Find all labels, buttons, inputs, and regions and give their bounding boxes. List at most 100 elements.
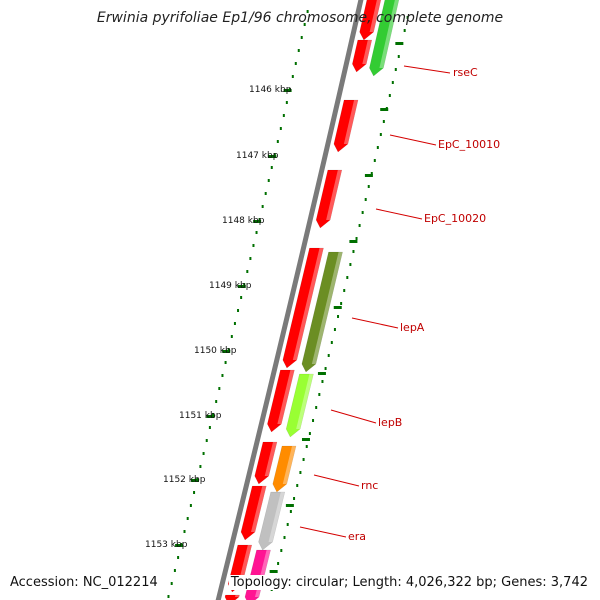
kbp-tick — [253, 220, 262, 223]
ruler-dot — [173, 569, 176, 572]
gene-label-lepa: lepA — [400, 321, 425, 334]
ruler-dot — [233, 322, 236, 325]
ruler-dot — [303, 23, 306, 26]
leader-line — [403, 65, 451, 74]
kbp-tick — [190, 479, 199, 482]
kbp-tick — [222, 350, 231, 353]
inner-dot — [296, 484, 299, 487]
chromosome-backbone — [215, 0, 364, 600]
inner-tick — [395, 42, 404, 45]
kbp-tick — [283, 89, 292, 92]
ruler-dot — [193, 491, 196, 494]
inner-dot — [318, 393, 321, 396]
gene-label-lepb: lepB — [378, 416, 402, 429]
inner-tick — [364, 174, 373, 177]
gene-labels: rseC EpC_10010 EpC_10020 lepA lepB rnc e… — [348, 66, 500, 543]
ruler-dot — [212, 413, 215, 416]
inner-dot — [305, 445, 308, 448]
inner-tick — [317, 372, 326, 375]
inner-dot — [343, 289, 346, 292]
ruler-dot — [306, 10, 309, 13]
ruler-dot — [270, 166, 273, 169]
gene-label-epc-10020: EpC_10020 — [424, 212, 486, 225]
ruler-dot — [170, 582, 173, 585]
inner-dot — [355, 237, 358, 240]
ruler-dot — [249, 257, 252, 260]
inner-tick — [333, 306, 342, 309]
inner-dot — [361, 211, 364, 214]
gene-arrow-highlight — [251, 486, 267, 532]
ruler-dot — [264, 192, 267, 195]
ruler-dot — [237, 309, 240, 312]
gene-arrow-highlight — [296, 374, 314, 429]
ruler-dot — [221, 374, 224, 377]
ruler-dot — [282, 114, 285, 117]
gene-arrow-highlight — [369, 0, 381, 32]
gene-arrow-highlight — [282, 446, 297, 484]
gene-arrow-highlight — [326, 170, 342, 220]
leader-line — [313, 474, 360, 487]
inner-dot — [308, 432, 311, 435]
ruler-dot — [224, 361, 227, 364]
gene-arrow-highlight — [379, 0, 399, 68]
ruler-dot — [294, 62, 297, 65]
kbp-tick — [206, 415, 215, 418]
inner-dot — [352, 250, 355, 253]
ruler-dot — [227, 348, 230, 351]
kbp-label: 1150 kbp — [194, 346, 237, 356]
ruler-dot — [267, 179, 270, 182]
inner-tick — [269, 570, 278, 573]
kbp-label: 1153 kbp — [145, 540, 188, 550]
inner-dot — [324, 367, 327, 370]
inner-dot — [340, 302, 343, 305]
inner-dot — [364, 198, 367, 201]
ruler-dot — [189, 504, 192, 507]
inner-dot — [349, 263, 352, 266]
gene-arrow — [282, 247, 324, 369]
ruler-dot — [183, 530, 186, 533]
kbp-label: 1146 kbp — [249, 85, 292, 95]
gene-arrow — [301, 251, 343, 373]
label-leaders — [299, 65, 451, 538]
inner-dot — [391, 81, 394, 84]
ruler-dot — [261, 205, 264, 208]
ruler-dot — [246, 270, 249, 273]
leader-line — [299, 526, 347, 538]
gene-arrow — [267, 369, 295, 433]
kbp-label: 1151 kbp — [179, 411, 222, 421]
inner-dot — [379, 133, 382, 136]
gene-arrow — [369, 0, 400, 77]
ruler-dot — [208, 426, 211, 429]
ruler-dot — [199, 465, 202, 468]
ruler-dot — [177, 556, 180, 559]
inner-dot — [321, 380, 324, 383]
ruler-dot — [167, 595, 170, 598]
ruler-dot — [230, 335, 233, 338]
ruler-dot — [276, 140, 279, 143]
inner-dot — [283, 536, 286, 539]
gene-arrow — [272, 445, 297, 493]
gene-label-era: era — [348, 530, 366, 543]
ruler-ticks — [175, 42, 404, 573]
kbp-tick — [237, 285, 246, 288]
kbp-labels: 1146 kbp 1147 kbp 1148 kbp 1149 kbp 1150… — [145, 85, 292, 550]
map-title: Erwinia pyrifoliae Ep1/96 chromosome, co… — [96, 10, 504, 26]
gene-arrow-highlight — [343, 100, 359, 144]
accession-text: Accession: NC_012214 — [8, 575, 160, 590]
gene-arrow-highlight — [268, 492, 285, 542]
ruler-dot — [285, 101, 288, 104]
inner-dot — [373, 159, 376, 162]
kbp-tick — [268, 155, 277, 158]
gene-label-rnc: rnc — [361, 479, 378, 492]
inner-dot — [299, 471, 302, 474]
gene-arrow-highlight — [277, 370, 295, 424]
gene-arrow — [285, 373, 314, 438]
ruler-dot — [258, 218, 261, 221]
inner-dot — [406, 16, 409, 19]
gene-label-rsec: rseC — [453, 66, 478, 79]
inner-dot — [358, 224, 361, 227]
topology-text: Topology: circular; Length: 4,026,322 bp… — [228, 575, 590, 590]
ruler-dot — [300, 36, 303, 39]
inner-dot — [330, 341, 333, 344]
inner-dot — [315, 406, 318, 409]
